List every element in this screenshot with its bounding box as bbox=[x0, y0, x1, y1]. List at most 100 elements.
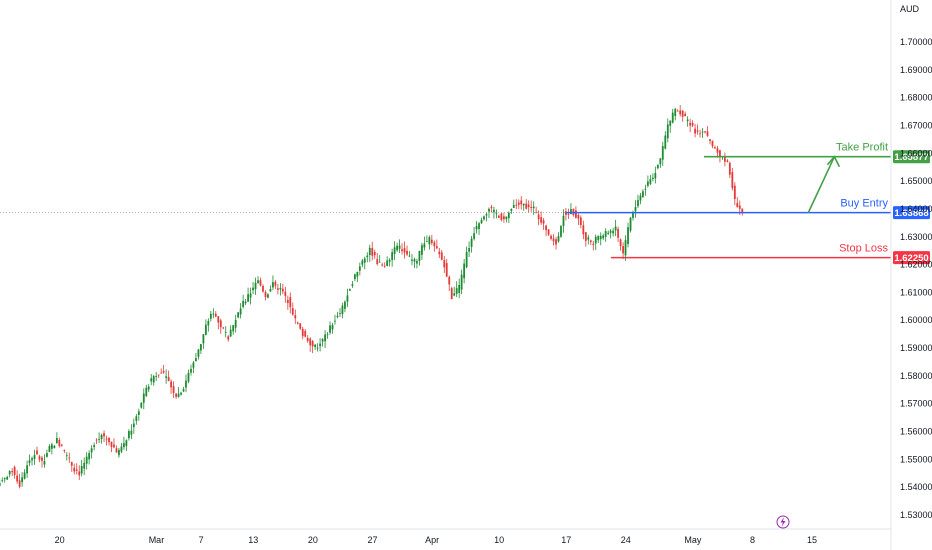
x-tick-label: 13 bbox=[248, 535, 258, 545]
candle bbox=[294, 309, 297, 324]
y-tick-label: 1.53000 bbox=[900, 510, 932, 520]
candle bbox=[463, 258, 466, 284]
candle bbox=[16, 470, 19, 484]
candle bbox=[58, 437, 61, 448]
candle bbox=[145, 384, 148, 397]
candle bbox=[43, 454, 46, 468]
lightning-icon[interactable] bbox=[776, 515, 790, 529]
candle bbox=[555, 236, 557, 250]
candle bbox=[361, 258, 364, 268]
candle bbox=[73, 463, 76, 475]
candle bbox=[272, 275, 274, 291]
candle bbox=[21, 472, 23, 487]
candle bbox=[507, 211, 510, 224]
candle bbox=[351, 280, 354, 288]
candle bbox=[125, 439, 128, 451]
annotation-stop-loss[interactable]: Stop Loss 1.62250 bbox=[610, 243, 930, 265]
candle bbox=[602, 233, 605, 241]
candle bbox=[368, 244, 371, 262]
candle bbox=[170, 379, 172, 394]
candle bbox=[391, 248, 394, 267]
candle bbox=[41, 455, 43, 468]
x-tick-label: 27 bbox=[367, 535, 377, 545]
price-tag-label: 1.63868 bbox=[894, 208, 928, 219]
candle bbox=[254, 277, 257, 295]
candle bbox=[607, 230, 610, 236]
candle bbox=[582, 220, 585, 240]
x-tick-label: 7 bbox=[199, 535, 204, 545]
candle bbox=[259, 277, 262, 287]
candle bbox=[520, 196, 523, 210]
candle bbox=[654, 166, 657, 184]
candle bbox=[85, 452, 88, 470]
candle bbox=[458, 278, 461, 299]
y-tick-label: 1.68000 bbox=[900, 93, 932, 103]
candle bbox=[155, 372, 158, 381]
candle bbox=[669, 120, 672, 133]
candle bbox=[485, 212, 488, 222]
x-tick-label: 15 bbox=[807, 535, 817, 545]
candle bbox=[147, 384, 150, 393]
y-tick-label: 1.67000 bbox=[900, 120, 932, 130]
candle bbox=[209, 310, 212, 322]
currency-label: AUD bbox=[900, 4, 920, 14]
candle bbox=[540, 211, 543, 225]
candle bbox=[93, 442, 96, 451]
candle bbox=[190, 364, 192, 376]
candle bbox=[594, 234, 597, 250]
candle bbox=[98, 432, 100, 444]
candle bbox=[279, 283, 282, 296]
candle bbox=[160, 368, 163, 374]
candle bbox=[103, 430, 105, 443]
candle bbox=[346, 288, 349, 307]
candle bbox=[172, 381, 175, 398]
candle bbox=[525, 199, 528, 210]
candle bbox=[269, 285, 272, 292]
candle bbox=[383, 262, 386, 268]
candle bbox=[552, 234, 555, 246]
candle bbox=[403, 241, 406, 259]
candle bbox=[344, 300, 346, 313]
candle bbox=[207, 318, 210, 332]
candle bbox=[63, 449, 66, 454]
price-tag bbox=[893, 150, 930, 164]
x-tick-label: 10 bbox=[494, 535, 504, 545]
candle bbox=[696, 124, 699, 135]
candle bbox=[597, 235, 600, 244]
candle bbox=[18, 473, 21, 489]
candle bbox=[388, 258, 391, 267]
candle bbox=[137, 408, 140, 421]
price-tag bbox=[893, 206, 930, 220]
candle bbox=[262, 284, 264, 293]
candle bbox=[28, 454, 31, 467]
candle bbox=[299, 323, 302, 331]
annotation-take-profit[interactable]: Take Profit 1.65877 bbox=[704, 142, 930, 164]
y-tick-label: 1.56000 bbox=[900, 427, 932, 437]
candle bbox=[123, 436, 125, 450]
time-axis[interactable]: 20 Mar 7 13 20 27 Apr 10 17 24 May 8 15 bbox=[0, 528, 891, 545]
price-axis[interactable]: AUD 1.53000 1.54000 1.55000 1.56000 1.57000 1… bbox=[890, 0, 932, 550]
candle bbox=[224, 326, 227, 338]
candle bbox=[537, 210, 540, 226]
candle bbox=[666, 118, 669, 143]
candle bbox=[267, 293, 269, 299]
candle bbox=[642, 189, 644, 199]
candle bbox=[142, 388, 145, 410]
candles bbox=[0, 105, 744, 489]
candle bbox=[177, 387, 180, 398]
candle bbox=[728, 161, 731, 178]
candle bbox=[706, 126, 709, 137]
candle bbox=[599, 232, 602, 246]
candle bbox=[440, 249, 443, 261]
candle bbox=[490, 205, 493, 213]
annotation-buy-entry[interactable]: Buy Entry 1.63868 bbox=[566, 198, 930, 220]
candle bbox=[257, 276, 259, 284]
candle bbox=[527, 200, 530, 213]
x-tick-label: 24 bbox=[621, 535, 631, 545]
candle bbox=[0, 479, 1, 487]
candle bbox=[247, 287, 249, 302]
candle bbox=[577, 213, 580, 226]
candle bbox=[46, 449, 48, 458]
candle bbox=[709, 138, 711, 145]
candle bbox=[165, 369, 168, 384]
